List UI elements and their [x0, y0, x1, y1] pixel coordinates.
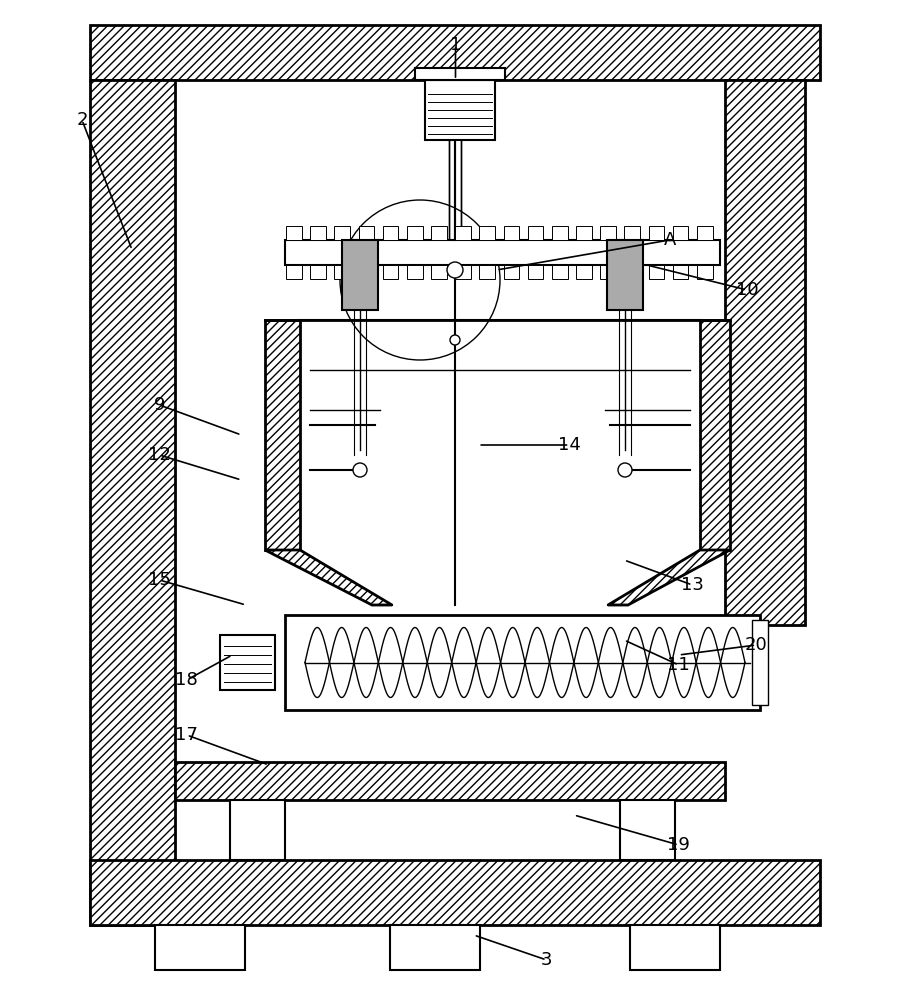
Circle shape	[450, 335, 460, 345]
Text: 13: 13	[681, 576, 704, 594]
Bar	[155, 925, 245, 970]
Text: 19: 19	[667, 836, 691, 854]
Text: 9: 9	[154, 396, 165, 414]
Bar	[285, 240, 720, 265]
Bar	[697, 226, 712, 240]
Text: 15: 15	[148, 571, 171, 589]
Bar	[286, 265, 302, 279]
Bar	[600, 226, 616, 240]
Text: 10: 10	[736, 281, 758, 299]
Bar	[359, 265, 374, 279]
Bar	[607, 240, 643, 310]
Bar	[383, 265, 398, 279]
Bar	[425, 80, 495, 140]
Bar	[334, 226, 350, 240]
Bar	[504, 226, 519, 240]
Circle shape	[618, 463, 632, 477]
Bar	[624, 226, 640, 240]
Circle shape	[447, 262, 463, 278]
Bar	[220, 635, 275, 690]
Bar	[504, 265, 519, 279]
Bar	[624, 265, 640, 279]
Text: 11: 11	[668, 656, 690, 674]
Bar	[672, 265, 689, 279]
Text: 20: 20	[745, 636, 767, 654]
Bar	[310, 226, 326, 240]
Bar	[552, 265, 568, 279]
Text: 17: 17	[175, 726, 199, 744]
Bar	[285, 615, 760, 710]
Bar	[456, 226, 471, 240]
Bar	[407, 265, 423, 279]
Text: 2: 2	[77, 111, 87, 129]
Bar	[342, 240, 378, 310]
Polygon shape	[265, 550, 392, 605]
Bar	[175, 762, 725, 800]
Bar	[697, 265, 712, 279]
Text: A: A	[663, 231, 676, 249]
Bar	[90, 80, 175, 925]
Bar	[230, 800, 285, 860]
Bar	[431, 265, 446, 279]
Text: 18: 18	[176, 671, 198, 689]
Bar	[576, 265, 592, 279]
Bar	[752, 620, 768, 705]
Bar	[359, 226, 374, 240]
Bar	[527, 226, 543, 240]
Circle shape	[353, 463, 367, 477]
Text: 1: 1	[450, 36, 461, 54]
Bar	[620, 800, 675, 860]
Bar	[630, 925, 720, 970]
Bar	[527, 265, 543, 279]
Bar	[431, 226, 446, 240]
Polygon shape	[265, 320, 300, 550]
Polygon shape	[700, 320, 730, 550]
Bar	[90, 25, 820, 80]
Text: 14: 14	[558, 436, 581, 454]
Bar	[649, 226, 664, 240]
Bar	[383, 226, 398, 240]
Bar	[334, 265, 350, 279]
Text: 3: 3	[541, 951, 552, 969]
Bar	[415, 68, 505, 80]
Bar	[649, 265, 664, 279]
Bar	[90, 860, 820, 925]
Bar	[286, 226, 302, 240]
Bar	[456, 265, 471, 279]
Text: 12: 12	[148, 446, 171, 464]
Bar	[390, 925, 480, 970]
Bar	[552, 226, 568, 240]
Bar	[479, 265, 495, 279]
Bar	[576, 226, 592, 240]
Bar	[600, 265, 616, 279]
Bar	[407, 226, 423, 240]
Bar	[310, 265, 326, 279]
Bar	[725, 80, 805, 625]
Bar	[479, 226, 495, 240]
Polygon shape	[608, 550, 730, 605]
Bar	[672, 226, 689, 240]
